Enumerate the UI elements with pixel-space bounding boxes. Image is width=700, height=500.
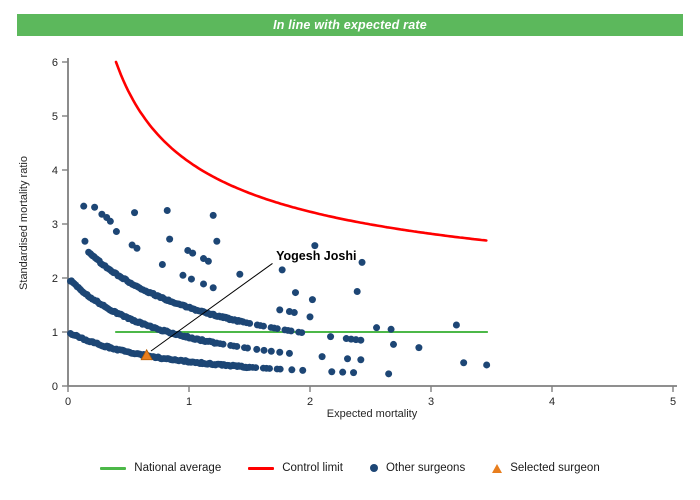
surgeon-dot[interactable] — [350, 369, 358, 377]
surgeon-dot[interactable] — [236, 270, 244, 278]
chart-legend: National average Control limit Other surge… — [0, 453, 700, 483]
surgeon-dot[interactable] — [219, 340, 227, 348]
surgeon-dot[interactable] — [187, 275, 195, 283]
surgeon-dot[interactable] — [253, 345, 261, 353]
series-layer: Yogesh Joshi — [67, 60, 491, 378]
surgeon-dot[interactable] — [158, 261, 166, 268]
y-tick-label: 0 — [52, 381, 58, 393]
selected-surgeon-marker[interactable] — [140, 348, 153, 361]
y-tick-label: 1 — [52, 327, 58, 339]
surgeon-dot[interactable] — [209, 211, 217, 219]
surgeon-dot[interactable] — [318, 353, 326, 361]
surgeon-dot[interactable] — [163, 207, 171, 214]
surgeon-dot[interactable] — [415, 344, 423, 352]
y-axis-title: Standardised mortality ratio — [18, 156, 30, 290]
status-banner: In line with expected rate — [17, 14, 683, 36]
surgeon-dot[interactable] — [306, 313, 314, 321]
surgeon-dot[interactable] — [298, 329, 306, 336]
y-tick-label: 6 — [52, 57, 58, 69]
surgeon-dot[interactable] — [179, 271, 187, 279]
surgeon-dot[interactable] — [233, 343, 241, 350]
surgeon-dot[interactable] — [273, 325, 281, 333]
surgeon-dot[interactable] — [200, 280, 208, 288]
surgeon-dot[interactable] — [287, 327, 295, 335]
surgeon-dot[interactable] — [328, 368, 336, 376]
x-tick-label: 4 — [549, 396, 555, 408]
y-tick-label: 2 — [52, 273, 58, 285]
surgeon-dot[interactable] — [358, 258, 366, 266]
y-tick-label: 5 — [52, 111, 58, 123]
annotation-label: Yogesh Joshi — [276, 249, 356, 263]
x-tick-label: 3 — [428, 396, 434, 408]
surgeon-dot[interactable] — [131, 209, 139, 217]
surgeon-dot[interactable] — [166, 235, 174, 243]
surgeon-dot[interactable] — [80, 202, 88, 210]
surgeon-dot[interactable] — [452, 321, 460, 329]
x-tick-label: 2 — [307, 396, 313, 408]
surgeon-dot[interactable] — [209, 284, 217, 292]
surgeon-dot[interactable] — [311, 242, 319, 250]
surgeon-dot[interactable] — [373, 324, 381, 332]
surgeon-dot[interactable] — [266, 365, 273, 372]
legend-item-national-average: National average — [100, 462, 221, 474]
surgeon-dot[interactable] — [244, 344, 251, 352]
surgeon-dot[interactable] — [483, 361, 491, 369]
x-tick-label: 5 — [670, 396, 676, 408]
surgeon-dot[interactable] — [189, 249, 197, 257]
status-banner-text: In line with expected rate — [273, 18, 427, 32]
x-tick-label: 0 — [65, 396, 71, 408]
surgeon-dot[interactable] — [246, 320, 254, 327]
legend-swatch-line — [248, 466, 275, 470]
surgeon-dot[interactable] — [357, 336, 365, 344]
surgeon-dot[interactable] — [278, 266, 286, 274]
legend-label: National average — [134, 462, 222, 474]
surgeon-dot[interactable] — [260, 322, 267, 330]
surgeon-dot[interactable] — [276, 348, 284, 356]
surgeon-dot[interactable] — [204, 257, 212, 265]
surgeon-dot[interactable] — [291, 289, 299, 297]
control-limit-curve — [114, 60, 488, 242]
surgeon-dot[interactable] — [288, 366, 296, 374]
surgeon-dot[interactable] — [308, 296, 316, 304]
surgeon-dot[interactable] — [276, 306, 284, 314]
surgeon-dot[interactable] — [299, 366, 307, 374]
surgeon-dot[interactable] — [290, 309, 298, 317]
surgeon-dot[interactable] — [81, 237, 89, 245]
legend-label: Control limit — [282, 462, 343, 474]
legend-swatch-line — [100, 466, 127, 470]
surgeon-dot[interactable] — [339, 368, 347, 376]
surgeon-dot[interactable] — [285, 349, 293, 357]
surgeon-dot[interactable] — [344, 355, 352, 363]
surgeon-dot[interactable] — [267, 347, 275, 355]
surgeon-dot[interactable] — [276, 365, 284, 373]
x-tick-label: 1 — [186, 396, 192, 408]
legend-label: Selected surgeon — [510, 462, 600, 474]
surgeon-dot[interactable] — [133, 244, 141, 252]
surgeon-dot[interactable] — [260, 346, 268, 354]
legend-swatch-dot — [369, 464, 378, 472]
surgeon-dot[interactable] — [357, 356, 365, 364]
surgeon-dot[interactable] — [112, 228, 120, 236]
surgeon-dot[interactable] — [389, 340, 397, 348]
surgeon-dot[interactable] — [327, 333, 335, 341]
surgeon-dot[interactable] — [353, 288, 361, 295]
legend-item-control-limit: Control limit — [248, 462, 343, 474]
surgeon-dot[interactable] — [387, 325, 395, 333]
legend-label: Other surgeons — [385, 462, 466, 474]
legend-swatch-triangle — [492, 463, 503, 473]
surgeon-dot[interactable] — [213, 237, 221, 245]
y-tick-label: 3 — [52, 219, 58, 231]
x-axis-title: Expected mortality — [327, 408, 418, 420]
surgeon-dot[interactable] — [106, 217, 114, 225]
surgeon-dot[interactable] — [460, 359, 468, 367]
legend-item-selected-surgeon: Selected surgeon — [492, 462, 600, 474]
annotation-leader-line — [150, 263, 273, 352]
surgeon-dot[interactable] — [252, 364, 260, 372]
surgeon-dot[interactable] — [385, 370, 393, 378]
surgeon-dot[interactable] — [91, 203, 99, 211]
legend-item-other-surgeons: Other surgeons — [369, 462, 466, 474]
y-tick-label: 4 — [52, 165, 58, 177]
